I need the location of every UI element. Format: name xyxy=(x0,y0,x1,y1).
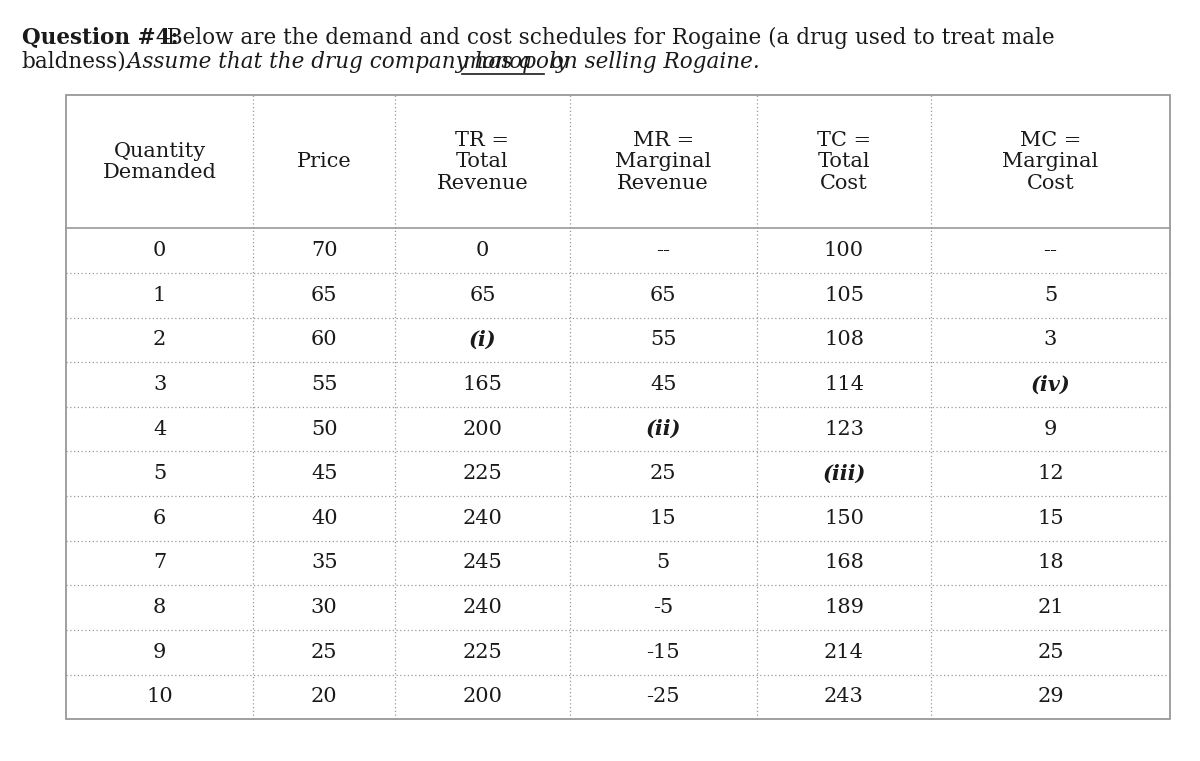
Text: Price: Price xyxy=(296,152,352,171)
Text: 243: 243 xyxy=(824,687,864,706)
Text: 65: 65 xyxy=(469,285,496,304)
Text: 240: 240 xyxy=(462,598,503,617)
Text: 35: 35 xyxy=(311,553,337,572)
Text: (i): (i) xyxy=(469,330,497,350)
Text: 165: 165 xyxy=(462,375,503,394)
Text: Marginal: Marginal xyxy=(1002,152,1099,171)
Text: 214: 214 xyxy=(824,643,864,662)
Text: 189: 189 xyxy=(824,598,864,617)
Text: MC =: MC = xyxy=(1020,131,1081,150)
Text: 65: 65 xyxy=(311,285,337,304)
Text: 7: 7 xyxy=(152,553,167,572)
Text: 105: 105 xyxy=(824,285,864,304)
Text: 225: 225 xyxy=(462,643,503,662)
Text: 168: 168 xyxy=(824,553,864,572)
Text: --: -- xyxy=(656,241,670,260)
Text: 150: 150 xyxy=(824,509,864,528)
Text: 40: 40 xyxy=(311,509,337,528)
Text: 245: 245 xyxy=(462,553,503,572)
Text: 8: 8 xyxy=(152,598,167,617)
Text: on selling Rogaine.: on selling Rogaine. xyxy=(544,51,760,73)
Text: 45: 45 xyxy=(311,464,337,483)
Text: 9: 9 xyxy=(1044,419,1057,438)
Text: 65: 65 xyxy=(650,285,677,304)
Text: 3: 3 xyxy=(152,375,167,394)
Text: Demanded: Demanded xyxy=(103,163,216,182)
Text: 70: 70 xyxy=(311,241,337,260)
Text: 2: 2 xyxy=(152,330,167,349)
Text: 25: 25 xyxy=(1037,643,1064,662)
Text: 55: 55 xyxy=(311,375,337,394)
Text: 25: 25 xyxy=(311,643,337,662)
Text: 123: 123 xyxy=(824,419,864,438)
Text: 12: 12 xyxy=(1037,464,1064,483)
Text: 200: 200 xyxy=(462,419,503,438)
Text: 0: 0 xyxy=(152,241,167,260)
Text: 5: 5 xyxy=(1044,285,1057,304)
Text: 200: 200 xyxy=(462,687,503,706)
Text: 3: 3 xyxy=(1044,330,1057,349)
Text: 21: 21 xyxy=(1037,598,1064,617)
Text: 30: 30 xyxy=(311,598,337,617)
Text: 100: 100 xyxy=(824,241,864,260)
Text: 45: 45 xyxy=(650,375,677,394)
Text: Total: Total xyxy=(817,152,870,171)
Text: Revenue: Revenue xyxy=(617,174,709,193)
Text: TR =: TR = xyxy=(456,131,510,150)
Text: 108: 108 xyxy=(824,330,864,349)
Text: Total: Total xyxy=(456,152,509,171)
Text: Quantity: Quantity xyxy=(114,142,205,161)
Text: 240: 240 xyxy=(462,509,503,528)
Text: 10: 10 xyxy=(146,687,173,706)
Text: Revenue: Revenue xyxy=(437,174,528,193)
Text: Cost: Cost xyxy=(820,174,868,193)
Text: monopoly: monopoly xyxy=(462,51,568,73)
Text: (iii): (iii) xyxy=(822,463,865,484)
Text: 55: 55 xyxy=(650,330,677,349)
Text: Question #4:: Question #4: xyxy=(22,27,179,49)
Bar xyxy=(66,95,1170,719)
Text: Below are the demand and cost schedules for Rogaine (a drug used to treat male: Below are the demand and cost schedules … xyxy=(160,27,1055,49)
Text: MR =: MR = xyxy=(632,131,694,150)
Text: 4: 4 xyxy=(152,419,167,438)
Text: -15: -15 xyxy=(647,643,680,662)
Text: 6: 6 xyxy=(152,509,167,528)
Text: 29: 29 xyxy=(1037,687,1064,706)
Text: -25: -25 xyxy=(647,687,680,706)
Text: (iv): (iv) xyxy=(1031,374,1070,394)
Text: 60: 60 xyxy=(311,330,337,349)
Text: 25: 25 xyxy=(650,464,677,483)
Text: 15: 15 xyxy=(650,509,677,528)
Text: baldness).: baldness). xyxy=(22,51,133,73)
Text: -5: -5 xyxy=(653,598,673,617)
Text: 1: 1 xyxy=(152,285,167,304)
Text: 0: 0 xyxy=(475,241,490,260)
Text: Assume that the drug company has a: Assume that the drug company has a xyxy=(120,51,539,73)
Text: 5: 5 xyxy=(152,464,167,483)
Text: 5: 5 xyxy=(656,553,670,572)
Text: Marginal: Marginal xyxy=(616,152,712,171)
Text: 114: 114 xyxy=(824,375,864,394)
Text: 50: 50 xyxy=(311,419,337,438)
Text: 225: 225 xyxy=(462,464,503,483)
Text: TC =: TC = xyxy=(817,131,871,150)
Text: 20: 20 xyxy=(311,687,337,706)
Text: 18: 18 xyxy=(1037,553,1064,572)
Text: 9: 9 xyxy=(152,643,167,662)
Text: 15: 15 xyxy=(1037,509,1064,528)
Text: Cost: Cost xyxy=(1027,174,1074,193)
Text: (ii): (ii) xyxy=(646,419,680,439)
Text: --: -- xyxy=(1044,241,1057,260)
